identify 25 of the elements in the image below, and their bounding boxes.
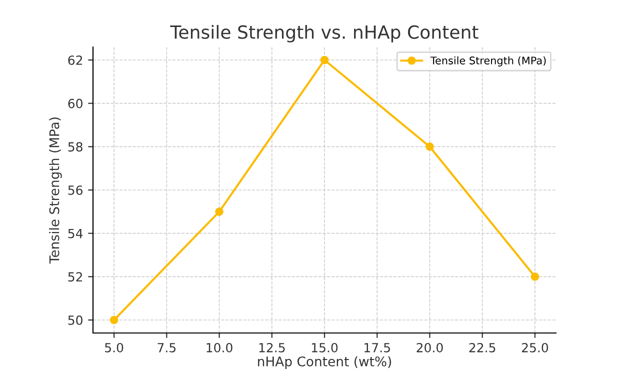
x-tick-label: 25.0 [522, 342, 548, 352]
y-tick-label: 60 [68, 98, 82, 108]
x-tick-label: 20.0 [416, 342, 443, 352]
chart-title: Tensile Strength vs. nHAp Content [170, 24, 478, 42]
point [320, 56, 329, 64]
point [426, 142, 434, 151]
y-tick-label: 50 [68, 315, 82, 325]
y-tick-label: 58 [68, 142, 82, 152]
y-tick-label: 62 [68, 55, 82, 65]
y-tick-label: 56 [68, 185, 82, 195]
legend-label: Tensile Strength (MPa) [430, 56, 546, 66]
point [215, 208, 224, 216]
x-tick-label: 12.5 [259, 342, 285, 352]
x-tick-label: 22.5 [469, 342, 496, 352]
x-tick-label: 5.0 [105, 342, 124, 352]
x-axis-title: nHAp Content (wt%) [258, 356, 392, 369]
x-tick-label: 17.5 [364, 343, 390, 352]
y-axis-title: Tensile Strength (MPa) [49, 118, 62, 264]
point [110, 316, 118, 324]
x-tick-label: 7.5 [158, 343, 176, 352]
point [530, 272, 540, 281]
y-tick-label: 54 [68, 228, 83, 238]
y-tick-label: 52 [68, 272, 82, 282]
x-tick-label: 15.0 [312, 342, 338, 352]
x-tick-label: 10.0 [206, 342, 232, 352]
